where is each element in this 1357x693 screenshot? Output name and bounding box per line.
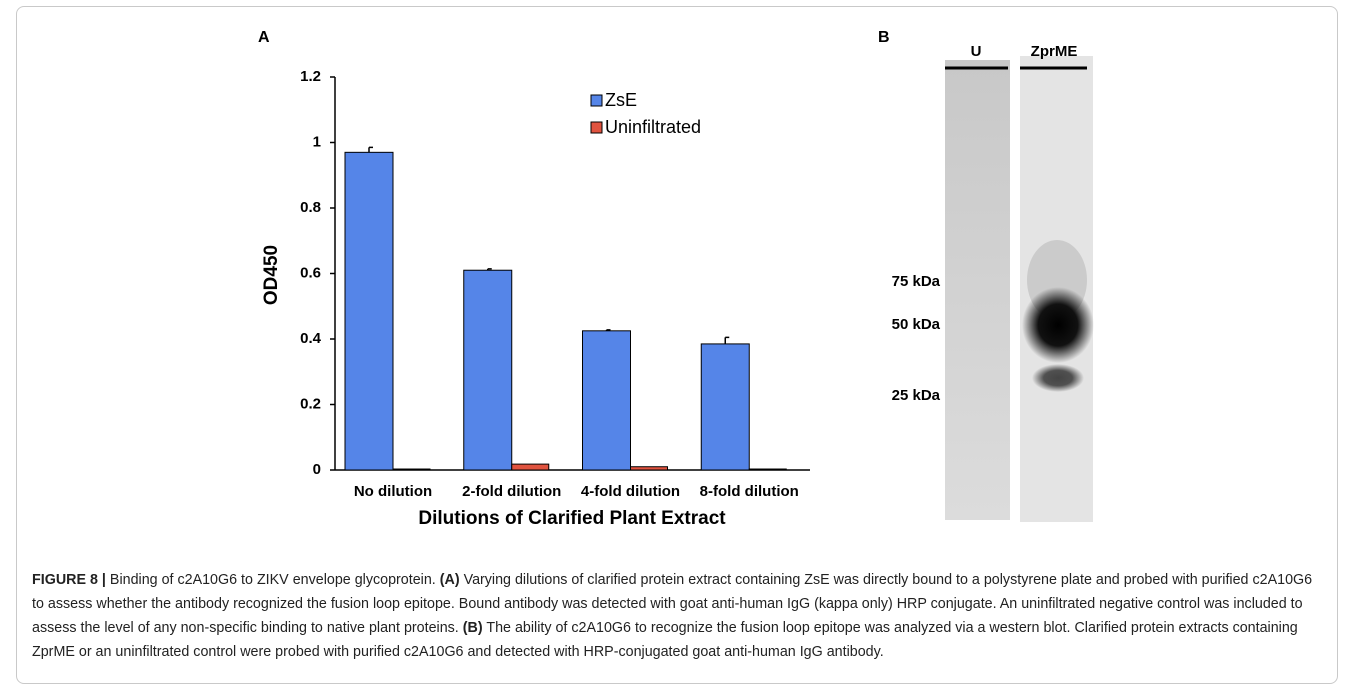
y-tick-label: 0.4	[300, 330, 322, 347]
bar	[464, 270, 512, 470]
caption-tag: (B)	[463, 620, 483, 636]
y-tick-label: 0.8	[300, 199, 321, 216]
legend-swatch	[591, 95, 602, 106]
x-tick-label: 8-fold dilution	[700, 483, 799, 500]
error-bar	[369, 147, 373, 152]
bar	[393, 469, 430, 470]
legend-swatch	[591, 122, 602, 133]
y-tick-label: 0	[313, 461, 321, 478]
legend-label: Uninfiltrated	[605, 117, 701, 137]
lane-label: U	[971, 43, 982, 60]
bar	[701, 344, 749, 470]
marker-label: 75 kDa	[892, 273, 941, 290]
y-tick-label: 1.2	[300, 68, 321, 85]
blot-lane	[945, 60, 1010, 520]
bar	[749, 469, 786, 470]
lane-label: ZprME	[1031, 43, 1078, 60]
x-tick-label: No dilution	[354, 483, 432, 500]
bar	[345, 152, 393, 470]
caption-tag: (A)	[440, 572, 460, 588]
bar	[512, 464, 549, 470]
y-tick-label: 0.2	[300, 395, 321, 412]
x-tick-label: 2-fold dilution	[462, 483, 561, 500]
bar	[583, 331, 631, 470]
y-axis-label: OD450	[261, 245, 282, 305]
figure: A OD450 Dilutions of Clarified Plant Ext…	[0, 0, 1357, 560]
blot-band	[1022, 287, 1094, 363]
y-tick-label: 1	[313, 133, 321, 150]
panel-label: B	[878, 29, 890, 46]
page: A OD450 Dilutions of Clarified Plant Ext…	[0, 0, 1357, 693]
panel-label: A	[258, 29, 270, 46]
legend-label: ZsE	[605, 90, 637, 110]
blot-band	[1032, 364, 1084, 392]
y-tick-label: 0.6	[300, 264, 321, 281]
error-bar	[725, 337, 729, 344]
x-axis-label: Dilutions of Clarified Plant Extract	[418, 508, 726, 529]
bar	[631, 467, 668, 470]
x-tick-label: 4-fold dilution	[581, 483, 680, 500]
caption-title: Binding of c2A10G6 to ZIKV envelope glyc…	[110, 572, 436, 588]
caption: FIGURE 8 | Binding of c2A10G6 to ZIKV en…	[32, 568, 1327, 664]
marker-label: 50 kDa	[892, 316, 941, 333]
marker-label: 25 kDa	[892, 387, 941, 404]
caption-label: FIGURE 8 |	[32, 572, 106, 588]
